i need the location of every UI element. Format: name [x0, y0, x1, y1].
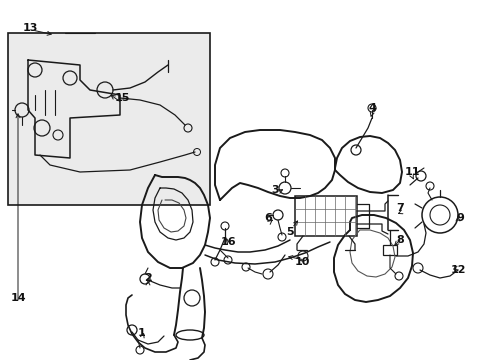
- Text: 14: 14: [10, 293, 26, 303]
- FancyBboxPatch shape: [8, 33, 209, 205]
- Text: 16: 16: [220, 237, 235, 247]
- Text: 11: 11: [404, 167, 419, 177]
- Text: 10: 10: [294, 257, 309, 267]
- Text: 4: 4: [367, 103, 375, 113]
- Text: 5: 5: [285, 227, 293, 237]
- Text: 8: 8: [395, 235, 403, 245]
- Text: 7: 7: [395, 203, 403, 213]
- FancyBboxPatch shape: [382, 245, 396, 255]
- Text: 12: 12: [449, 265, 465, 275]
- FancyBboxPatch shape: [294, 196, 356, 236]
- Text: 3: 3: [271, 185, 278, 195]
- Text: 15: 15: [114, 93, 129, 103]
- Text: 6: 6: [264, 213, 271, 223]
- Text: 2: 2: [144, 273, 152, 283]
- Text: 9: 9: [455, 213, 463, 223]
- Text: 13: 13: [22, 23, 38, 33]
- Text: 1: 1: [138, 328, 145, 338]
